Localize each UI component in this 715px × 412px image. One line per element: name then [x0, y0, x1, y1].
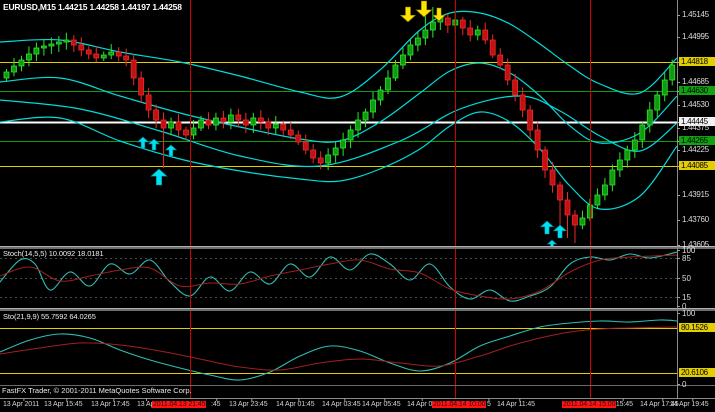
- stoch-level-badge: 80.1526: [679, 323, 715, 332]
- stoch-axis-label: 100: [682, 309, 696, 318]
- time-label: 13 Apr 17:45: [91, 401, 130, 408]
- price-tick-label: 1.43760: [682, 215, 709, 224]
- time-label: 14 Apr 05:45: [362, 401, 401, 408]
- time-label: 14 Apr 17:45: [640, 401, 679, 408]
- buy-arrow-icon[interactable]: [150, 168, 168, 186]
- price-axis[interactable]: 1.44818 1.44630 1.44445 1.44265 1.44085 1.451…: [678, 0, 715, 398]
- copyright-text: FastFX Trader, © 2001-2011 MetaQuotes So…: [2, 386, 192, 395]
- time-label: 14 Apr 11:45: [497, 401, 535, 408]
- buy-arrow-icon[interactable]: [552, 224, 568, 239]
- price-tick-label: 1.44375: [682, 123, 709, 132]
- sell-arrow-icon[interactable]: [431, 7, 447, 22]
- time-label: pr 15:45: [608, 401, 633, 408]
- time-label: 14 Apr 0: [407, 401, 433, 408]
- candlesticks: [3, 7, 676, 243]
- buy-arrow-icon[interactable]: [147, 138, 161, 151]
- chart-title: EURUSD,M15 1.44215 1.44258 1.44197 1.442…: [3, 2, 182, 12]
- time-label: 14 Apr 03:45: [322, 401, 361, 408]
- stoch-fast-curves: [0, 251, 677, 302]
- price-tick-label: 1.44530: [682, 100, 709, 109]
- price-tick-label: 1.43605: [682, 240, 709, 249]
- sell-arrow-icon[interactable]: [399, 6, 417, 23]
- sell-arrow-icon[interactable]: [415, 0, 433, 18]
- stoch-axis-label: 15: [682, 293, 691, 302]
- price-level-badge: 1.44445: [679, 117, 715, 126]
- price-tick-label: 1.44225: [682, 145, 709, 154]
- time-marker-badge: 2011.04.14 15:00: [562, 401, 617, 408]
- stoch-axis-label: 85: [682, 254, 691, 263]
- stoch-level-badge: 20.6106: [679, 368, 715, 377]
- signal-arrows[interactable]: [136, 0, 568, 249]
- buy-arrow-icon[interactable]: [164, 144, 178, 157]
- buy-arrow-icon[interactable]: [546, 239, 558, 249]
- time-label: 13 Apr 23:45: [229, 401, 268, 408]
- buy-arrow-icon[interactable]: [136, 136, 150, 149]
- stoch-axis-label: 50: [682, 274, 691, 283]
- price-tick-label: 1.44995: [682, 32, 709, 41]
- vertical-line-markers[interactable]: [190, 0, 591, 398]
- time-label: 5: [487, 401, 491, 408]
- buy-arrow-icon[interactable]: [539, 220, 555, 235]
- stoch-slow-label: Sto(21,9,9) 55.7592 64.0265: [3, 312, 96, 321]
- time-marker-badge: 2011.04.14 10:00: [432, 401, 487, 408]
- stoch-axis-label: 0: [682, 380, 687, 389]
- stoch-axis-label: 0: [682, 302, 687, 311]
- price-tick-label: 1.44685: [682, 77, 709, 86]
- price-level-badge: 1.44630: [679, 86, 715, 95]
- stoch-slow-curves: [0, 319, 677, 381]
- bollinger-bands: [0, 10, 677, 210]
- time-label: 14 Apr 19:45: [670, 401, 709, 408]
- price-level-badge: 1.44085: [679, 161, 715, 170]
- time-label: 13 Apr 2011: [3, 401, 40, 408]
- price-level-badge: 1.44818: [679, 57, 715, 66]
- price-level-badge: 1.44265: [679, 136, 715, 145]
- time-axis[interactable]: 13 Apr 2011 13 Apr 15:45 13 Apr 17:45 13 Ap…: [0, 400, 715, 412]
- time-label: :45: [211, 401, 221, 408]
- chart-frame: [0, 0, 715, 399]
- price-tick-label: 1.45145: [682, 10, 709, 19]
- time-marker-badge: 2011.04.13 21:45: [152, 401, 207, 408]
- time-label: 13 Apr 15:45: [44, 401, 83, 408]
- stoch-fast-label: Stoch(14,5,5) 10.0092 18.0181: [3, 249, 104, 258]
- stoch-axis-label: 100: [682, 246, 696, 255]
- time-label: 13 Ap: [137, 401, 155, 408]
- price-tick-label: 1.43915: [682, 190, 709, 199]
- time-label: 14 Apr 01:45: [276, 401, 315, 408]
- axis-tick-marks: [23, 15, 694, 401]
